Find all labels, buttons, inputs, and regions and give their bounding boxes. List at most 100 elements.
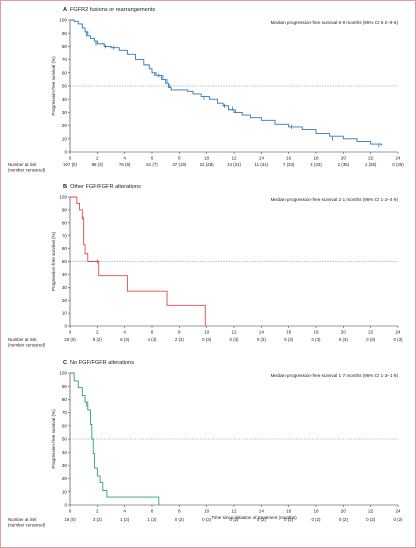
panel-a-y-tick-label: 100: [59, 18, 67, 23]
panel-c-risk-value: 0 (2): [284, 517, 294, 522]
panel-b-y-tick-label: 20: [62, 298, 68, 303]
panel-a-letter: A: [63, 7, 67, 13]
panel-c-y-tick-label: 40: [62, 450, 68, 455]
panel-a-risk-value: 4 (33): [310, 162, 322, 167]
panel-b-x-tick-label: 10: [204, 330, 210, 335]
panel-a-risk-value: 0 (35): [392, 162, 404, 167]
panel-a-y-tick-label: 40: [62, 97, 68, 102]
panel-c-x-tick-label: 6: [151, 509, 154, 514]
panel-b-x-tick-label: 2: [96, 330, 99, 335]
panel-a-y-tick-label: 20: [62, 123, 68, 128]
panel-b-y-tick-label: 80: [62, 220, 68, 225]
panel-a-x-tick-label: 0: [69, 156, 72, 161]
panel-c-x-tick-label: 20: [341, 509, 347, 514]
panel-a-y-tick-label: 60: [62, 70, 68, 75]
panel-b-y-tick-label: 10: [62, 311, 68, 316]
panel-a-title: FGFR2 fusions or rearrangements: [70, 7, 155, 13]
panel-c-risk-label-sub: (number censored): [8, 523, 46, 528]
panel-c-risk-value: 0 (2): [366, 517, 376, 522]
panel-b-risk-label: Number at risk: [8, 337, 37, 342]
panel-c-x-tick-label: 0: [69, 509, 72, 514]
panel-b-risk-value: 9 (2): [93, 337, 103, 342]
panel-c-y-tick-label: 50: [62, 437, 68, 442]
panel-c-risk-value: 0 (2): [339, 517, 349, 522]
panel-c-letter: C: [63, 360, 67, 366]
panel-b-x-tick-label: 20: [341, 330, 347, 335]
panel-a-x-tick-label: 2: [96, 156, 99, 161]
panel-b-x-tick-label: 18: [313, 330, 319, 335]
panel-a-x-tick-label: 16: [286, 156, 292, 161]
panel-a-risk-label-sub: (number censored): [8, 168, 46, 173]
panel-a-risk-label: Number at risk: [8, 162, 37, 167]
panel-b-y-tick-label: 30: [62, 285, 68, 290]
panel-c-risk-value: 18 (0): [64, 517, 76, 522]
panel-a-risk-value: 7 (33): [283, 162, 295, 167]
panel-a-x-tick-label: 10: [204, 156, 210, 161]
panel-a-x-tick-label: 8: [178, 156, 181, 161]
panel-a-x-tick-label: 18: [313, 156, 319, 161]
panel-c-median-text: Median progression-free survival 1·7 mon…: [271, 373, 399, 378]
panel-b-risk-value: 0 (3): [311, 337, 321, 342]
panel-a-risk-value: 88 (3): [92, 162, 104, 167]
panel-c-x-tick-label: 8: [178, 509, 181, 514]
panel-c-y-label: Progression-free survival (%): [51, 409, 56, 469]
panel-b-risk-value: 0 (3): [229, 337, 239, 342]
panel-b-x-tick-label: 8: [178, 330, 181, 335]
panel-c-x-tick-label: 14: [259, 509, 265, 514]
panel-b-risk-value: 2 (3): [175, 337, 185, 342]
panel-c-title: No FGF/FGFR alterations: [70, 360, 134, 366]
panel-a-risk-value: 107 (0): [63, 162, 77, 167]
panel-a-risk-value: 1 (35): [365, 162, 377, 167]
panel-c-x-tick-label: 24: [395, 509, 401, 514]
panel-c-risk-value: 0 (2): [393, 517, 403, 522]
panel-b-x-tick-label: 24: [395, 330, 401, 335]
panel-b-y-tick-label: 40: [62, 272, 68, 277]
panel-c-y-tick-label: 10: [62, 489, 68, 494]
panel-b-title: Other FGF/FGFR alterations: [70, 184, 141, 190]
panel-a-x-tick-label: 4: [123, 156, 126, 161]
panel-b-x-tick-label: 12: [231, 330, 237, 335]
panel-b-risk-value: 0 (3): [393, 337, 403, 342]
panel-a-y-tick-label: 30: [62, 110, 68, 115]
panel-b-survival-curve: [70, 196, 206, 326]
panel-c-x-tick-label: 2: [96, 509, 99, 514]
panel-c-x-tick-label: 10: [204, 509, 210, 514]
panel-b-y-tick-label: 50: [62, 259, 68, 264]
panel-b-risk-value: 0 (3): [284, 337, 294, 342]
panel-a-y-tick-label: 50: [62, 84, 68, 89]
panel-c-y-tick-label: 90: [62, 384, 68, 389]
panel-c-risk-value: 1 (2): [147, 517, 157, 522]
panel-a-x-tick-label: 20: [341, 156, 347, 161]
panel-c-x-tick-label: 22: [368, 509, 374, 514]
panel-c-y-tick-label: 0: [64, 503, 67, 508]
panel-b-x-tick-label: 6: [151, 330, 154, 335]
panel-b-risk-value: 0 (3): [202, 337, 212, 342]
panel-b-y-label: Progression-free survival (%): [51, 231, 56, 291]
panel-a-x-tick-label: 6: [151, 156, 154, 161]
panel-c-y-tick-label: 70: [62, 410, 68, 415]
panel-c-risk-value: 0 (2): [257, 517, 267, 522]
panel-c-risk-value: 1 (2): [120, 517, 130, 522]
panel-a-y-label: Progression-free survival (%): [51, 56, 56, 116]
panel-c-x-tick-label: 16: [286, 509, 292, 514]
panel-a-x-tick-label: 12: [231, 156, 237, 161]
panel-a-y-tick-label: 80: [62, 44, 68, 49]
panel-b-risk-value: 6 (3): [120, 337, 130, 342]
panel-c-x-tick-label: 12: [231, 509, 237, 514]
panel-a-x-tick-label: 22: [368, 156, 374, 161]
panel-c-x-tick-label: 4: [123, 509, 126, 514]
panel-c-survival-curve: [70, 372, 160, 505]
panel-b-x-tick-label: 4: [123, 330, 126, 335]
panel-a-risk-value: 14 (31): [227, 162, 241, 167]
panel-c-risk-value: 0 (2): [175, 517, 185, 522]
panel-b-y-tick-label: 70: [62, 233, 68, 238]
panel-b-risk-value: 4 (3): [147, 337, 157, 342]
panel-a-survival-curve: [70, 19, 383, 146]
panel-b-risk-label-sub: (number censored): [8, 343, 46, 348]
panel-c-y-tick-label: 100: [59, 371, 67, 376]
panel-a-x-tick-label: 14: [259, 156, 265, 161]
panel-c-risk-value: 0 (2): [202, 517, 212, 522]
panel-b-risk-value: 0 (3): [366, 337, 376, 342]
panel-a-risk-value: 61 (7): [146, 162, 158, 167]
